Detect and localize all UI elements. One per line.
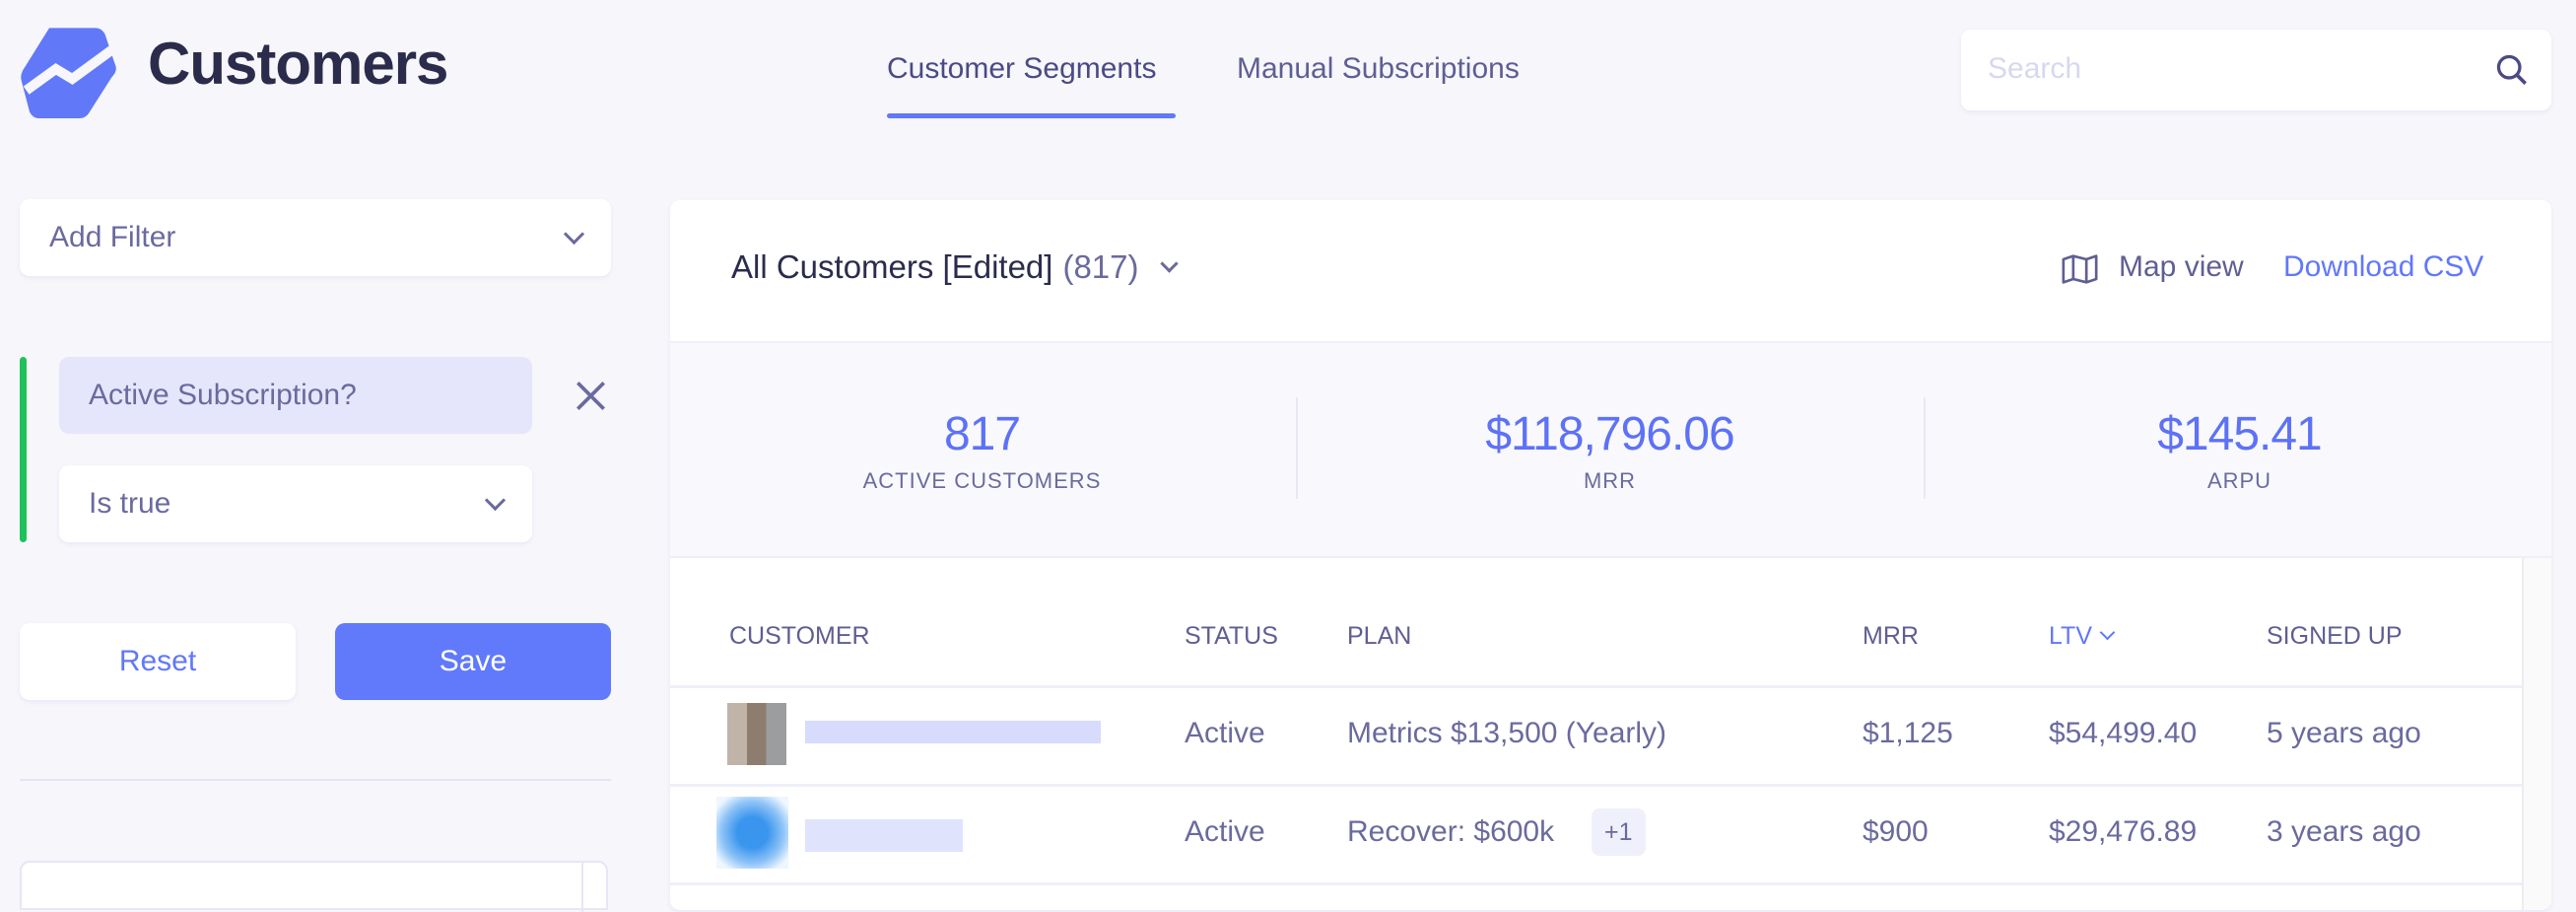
customer-name-redacted[interactable] (805, 721, 1101, 743)
ltv: $54,499.40 (2049, 717, 2198, 749)
ltv-label: LTV (2049, 622, 2092, 650)
search-input[interactable] (1988, 49, 2480, 89)
stat-active-customers: 817 ACTIVE CUSTOMERS (777, 407, 1187, 494)
add-filter-label: Add Filter (49, 221, 176, 253)
reset-button[interactable]: Reset (20, 623, 296, 700)
stat-divider (1924, 397, 1926, 499)
chevron-down-icon (563, 223, 585, 245)
stat-value: $118,796.06 (1485, 408, 1734, 460)
stat-label: ACTIVE CUSTOMERS (862, 468, 1102, 493)
row-divider (670, 882, 2522, 885)
sidebar-divider (20, 779, 611, 781)
avatar (727, 703, 786, 765)
sidebar-panel (20, 861, 608, 912)
stat-value: 817 (943, 408, 1021, 460)
stats-bar (670, 341, 2551, 558)
chevron-down-icon (1159, 253, 1179, 273)
add-filter-dropdown[interactable]: Add Filter (20, 199, 611, 276)
active-tab-indicator (887, 113, 1176, 118)
segment-title: All Customers [Edited] (731, 248, 1053, 285)
mrr: $900 (1863, 815, 1929, 848)
ltv: $29,476.89 (2049, 815, 2198, 848)
chevron-down-icon (484, 489, 507, 511)
avatar (716, 797, 788, 869)
column-header-ltv[interactable]: LTV (2049, 621, 2116, 651)
customer-name-redacted[interactable] (805, 819, 963, 852)
filter-condition-label: Is true (89, 487, 171, 520)
column-header-status[interactable]: STATUS (1185, 622, 1278, 650)
plan: Recover: $600k (1347, 815, 1555, 848)
remove-filter-icon[interactable] (575, 380, 607, 412)
map-icon[interactable] (2062, 254, 2098, 284)
search-icon[interactable] (2496, 54, 2529, 87)
tab-manual-subscriptions[interactable]: Manual Subscriptions (1237, 52, 1520, 85)
row-divider (670, 784, 2522, 787)
table-row[interactable]: Active Metrics $13,500 (Yearly) $1,125 $… (670, 688, 2522, 784)
search-box[interactable] (1961, 30, 2551, 110)
signed-up: 3 years ago (2267, 815, 2421, 848)
page-title: Customers (148, 31, 448, 97)
stat-value: $145.41 (2157, 408, 2323, 460)
scrollbar[interactable] (2522, 558, 2551, 910)
signed-up: 5 years ago (2267, 717, 2421, 749)
table-row[interactable]: Active Recover: $600k +1 $900 $29,476.89… (670, 787, 2522, 882)
tab-customer-segments[interactable]: Customer Segments (887, 52, 1157, 85)
logo-icon (21, 28, 118, 118)
column-header-customer[interactable]: CUSTOMER (729, 622, 870, 650)
column-header-plan[interactable]: PLAN (1347, 622, 1412, 650)
segment-selector[interactable]: All Customers [Edited] (817) (731, 247, 1179, 287)
main-panel: All Customers [Edited] (817) Map view Do… (670, 200, 2551, 910)
stat-label: MRR (1583, 468, 1637, 493)
row-divider (670, 685, 2522, 688)
filter-condition-dropdown[interactable]: Is true (59, 465, 532, 542)
column-header-signed-up[interactable]: SIGNED UP (2267, 622, 2403, 650)
plan-extra-badge[interactable]: +1 (1592, 808, 1646, 856)
sort-desc-icon (2099, 624, 2116, 640)
filter-field[interactable]: Active Subscription? (59, 357, 532, 434)
stat-label: ARPU (2206, 468, 2272, 493)
segment-count: (817) (1062, 248, 1139, 285)
status: Active (1185, 815, 1265, 848)
stat-arpu: $145.41 ARPU (2034, 407, 2445, 494)
map-view-link[interactable]: Map view (2119, 250, 2244, 283)
mrr: $1,125 (1863, 717, 1953, 749)
status: Active (1185, 717, 1265, 749)
stat-mrr: $118,796.06 MRR (1404, 407, 1815, 494)
column-header-mrr[interactable]: MRR (1863, 622, 1919, 650)
plan: Metrics $13,500 (Yearly) (1347, 717, 1667, 749)
save-button[interactable]: Save (335, 623, 611, 700)
active-filter-indicator (20, 357, 27, 542)
download-csv-link[interactable]: Download CSV (2283, 250, 2484, 283)
stat-divider (1296, 397, 1298, 499)
filter-field-label: Active Subscription? (89, 379, 357, 411)
